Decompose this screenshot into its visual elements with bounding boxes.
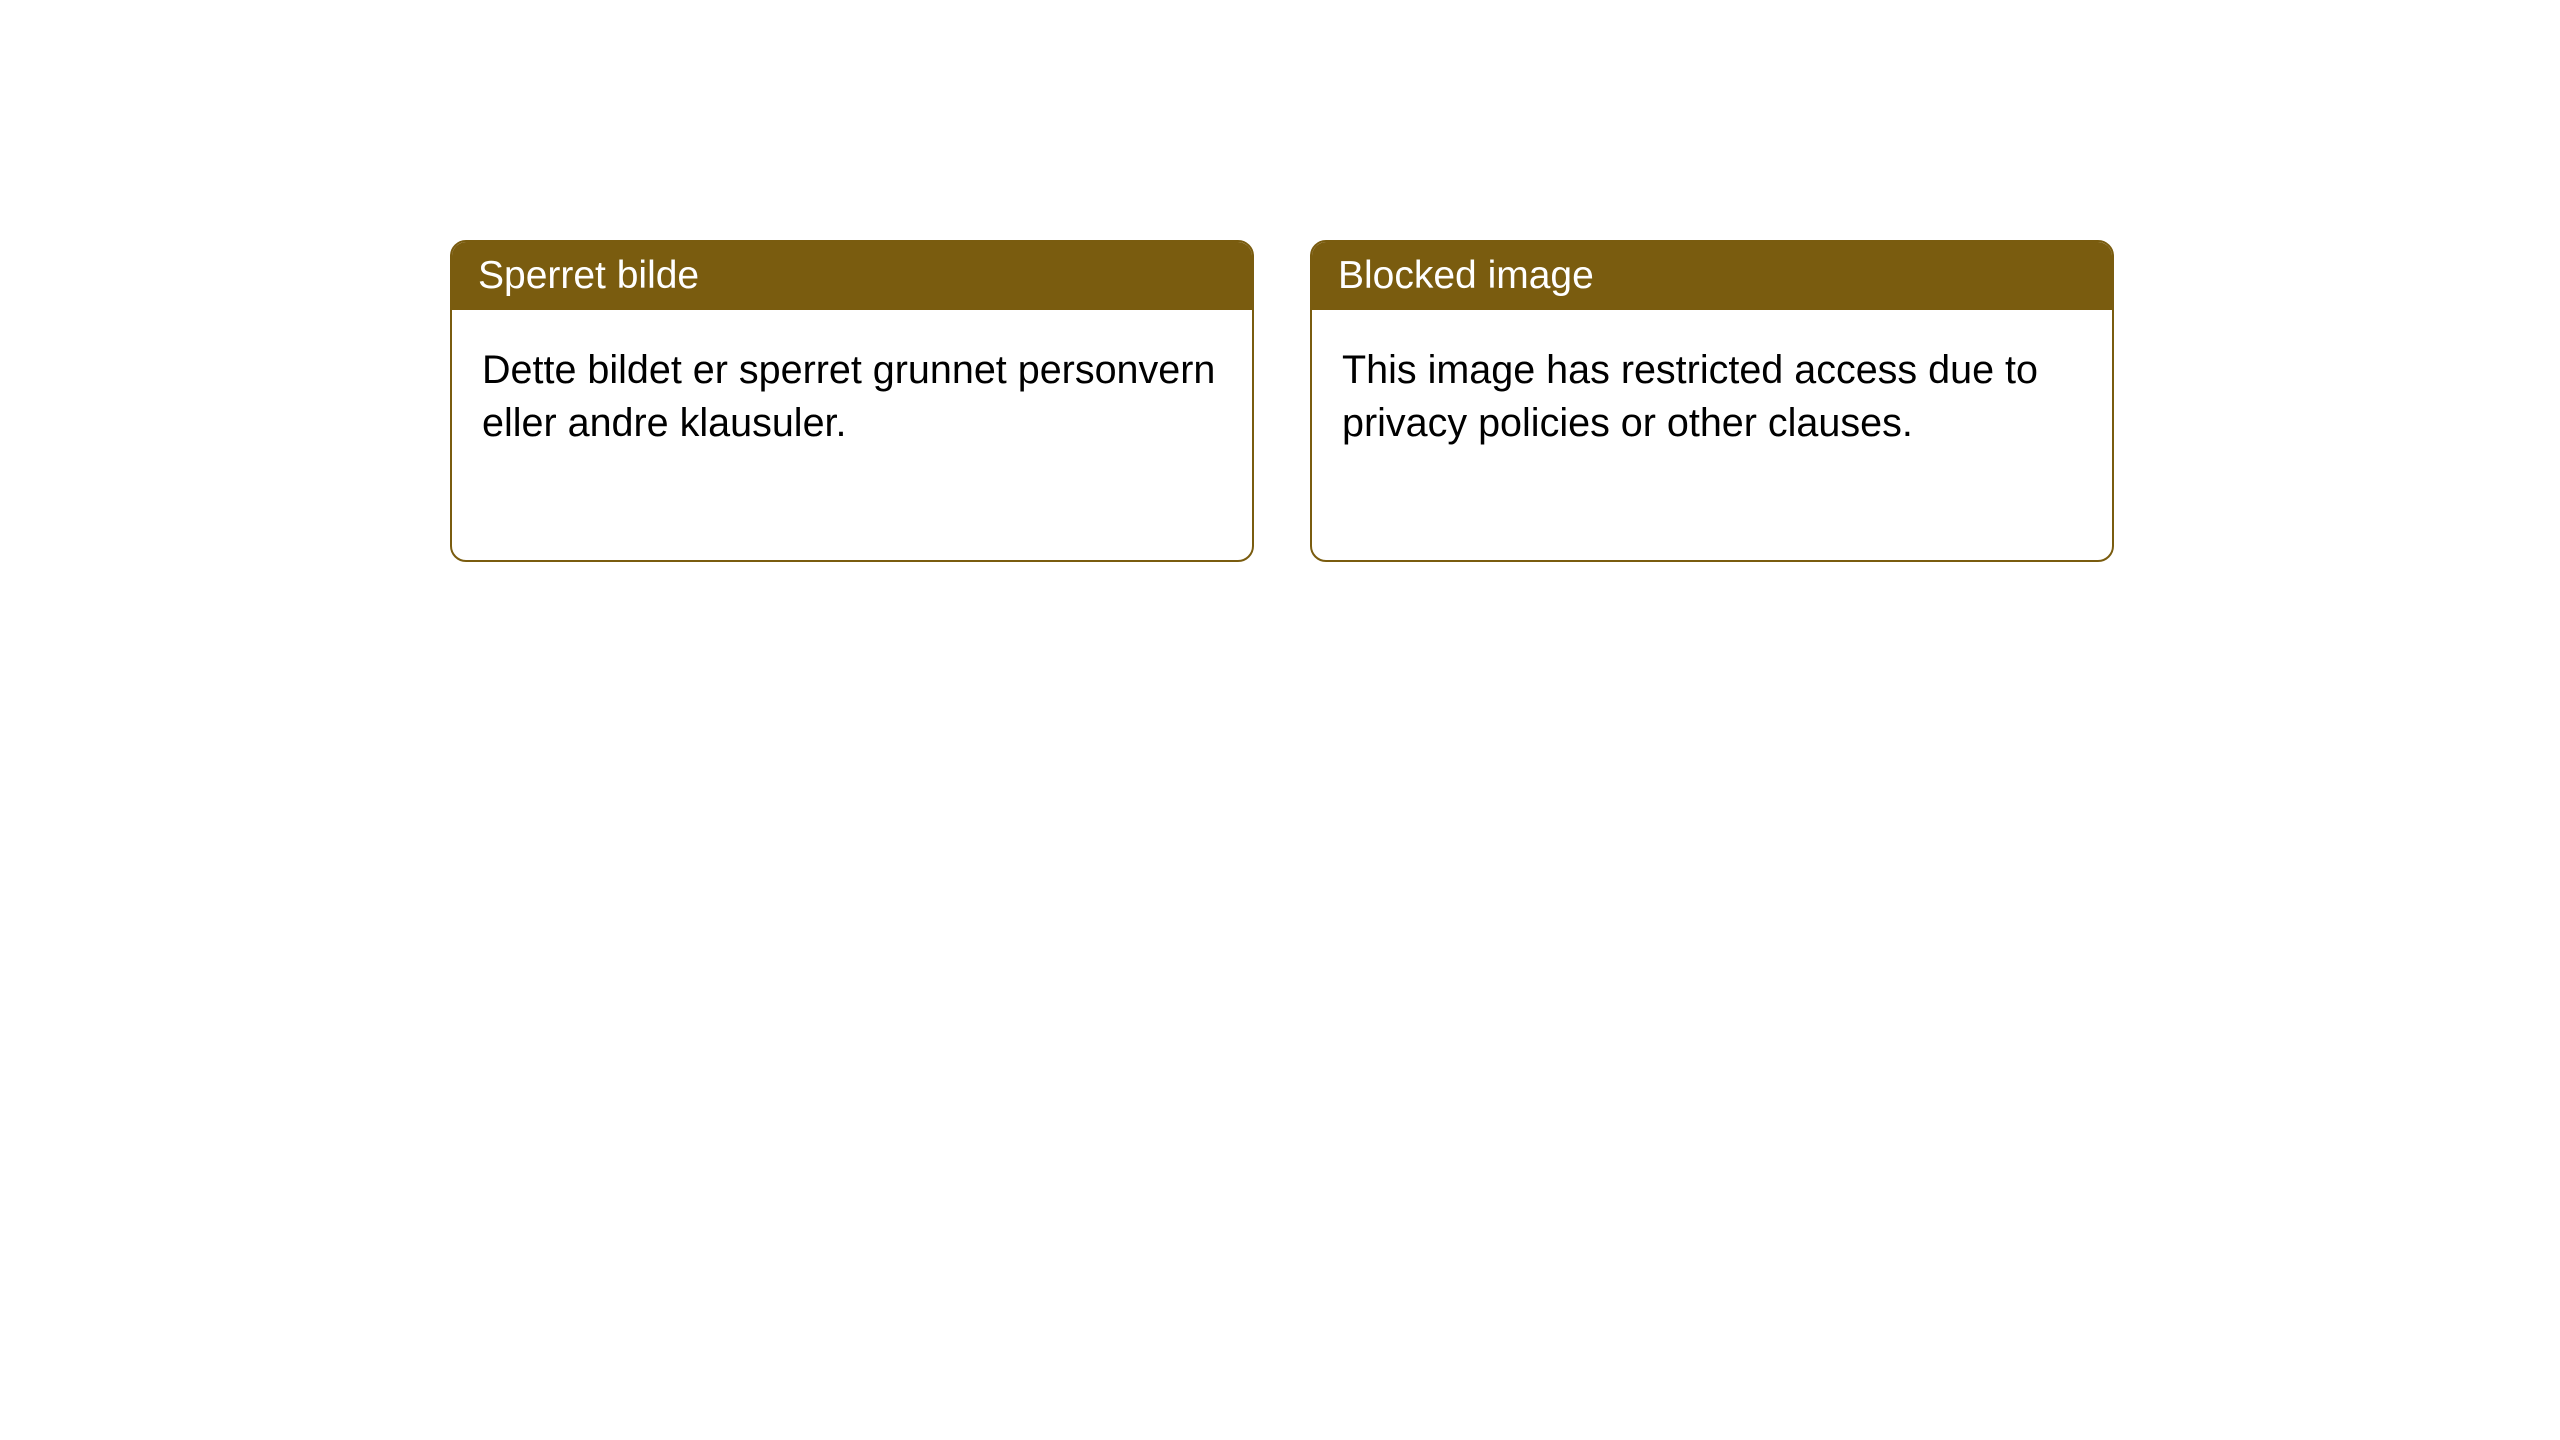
card-header-norwegian: Sperret bilde (452, 242, 1252, 310)
card-header-english: Blocked image (1312, 242, 2112, 310)
notice-card-norwegian: Sperret bilde Dette bildet er sperret gr… (450, 240, 1254, 562)
card-body-norwegian: Dette bildet er sperret grunnet personve… (452, 310, 1252, 560)
notice-cards-container: Sperret bilde Dette bildet er sperret gr… (450, 240, 2114, 562)
card-text-english: This image has restricted access due to … (1342, 344, 2082, 450)
notice-card-english: Blocked image This image has restricted … (1310, 240, 2114, 562)
card-body-english: This image has restricted access due to … (1312, 310, 2112, 560)
card-title-norwegian: Sperret bilde (478, 254, 699, 297)
card-title-english: Blocked image (1338, 254, 1594, 297)
card-text-norwegian: Dette bildet er sperret grunnet personve… (482, 344, 1222, 450)
